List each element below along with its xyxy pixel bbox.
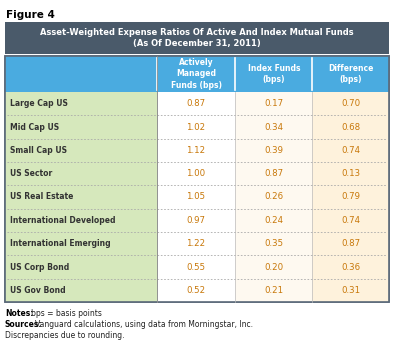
Text: 0.74: 0.74 <box>341 146 360 155</box>
Text: US Gov Bond: US Gov Bond <box>10 286 66 295</box>
Text: 0.97: 0.97 <box>186 216 206 225</box>
Bar <box>5 22 389 54</box>
Text: 1.05: 1.05 <box>186 193 206 202</box>
Bar <box>5 56 389 92</box>
Bar <box>312 162 389 185</box>
Bar <box>312 139 389 162</box>
Text: 0.17: 0.17 <box>264 99 283 108</box>
Text: Discrepancies due to rounding.: Discrepancies due to rounding. <box>5 331 125 340</box>
Text: International Emerging: International Emerging <box>10 239 111 248</box>
Text: 0.52: 0.52 <box>186 286 206 295</box>
Bar <box>235 185 312 209</box>
Bar <box>5 232 157 255</box>
Text: 0.87: 0.87 <box>186 99 206 108</box>
Text: 0.39: 0.39 <box>264 146 283 155</box>
Text: Sources:: Sources: <box>5 320 43 329</box>
Bar <box>5 255 157 279</box>
Text: 1.00: 1.00 <box>186 169 206 178</box>
Bar <box>5 56 389 302</box>
Bar <box>157 115 235 139</box>
Text: US Real Estate: US Real Estate <box>10 193 73 202</box>
Text: Mid Cap US: Mid Cap US <box>10 122 59 131</box>
Text: 0.21: 0.21 <box>264 286 283 295</box>
Bar <box>235 92 312 115</box>
Text: Figure 4: Figure 4 <box>6 10 55 20</box>
Text: 0.31: 0.31 <box>341 286 360 295</box>
Text: 0.79: 0.79 <box>341 193 360 202</box>
Bar <box>5 92 157 115</box>
Bar <box>157 232 235 255</box>
Text: 0.87: 0.87 <box>264 169 283 178</box>
Text: 0.74: 0.74 <box>341 216 360 225</box>
Bar <box>5 185 157 209</box>
Bar <box>157 255 235 279</box>
Text: 0.20: 0.20 <box>264 262 283 271</box>
Text: 0.68: 0.68 <box>341 122 360 131</box>
Bar <box>5 209 157 232</box>
Text: 1.12: 1.12 <box>186 146 206 155</box>
Text: 0.24: 0.24 <box>264 216 283 225</box>
Bar <box>235 232 312 255</box>
Text: 0.55: 0.55 <box>186 262 206 271</box>
Text: Notes:: Notes: <box>5 309 33 318</box>
Bar <box>5 115 157 139</box>
Text: Actively
Managed
Funds (bps): Actively Managed Funds (bps) <box>171 58 221 90</box>
Text: 0.35: 0.35 <box>264 239 283 248</box>
Bar <box>157 162 235 185</box>
Bar <box>5 279 157 302</box>
Bar <box>157 139 235 162</box>
Bar <box>235 279 312 302</box>
Bar <box>312 209 389 232</box>
Bar <box>5 56 389 302</box>
Bar <box>157 279 235 302</box>
Text: 0.26: 0.26 <box>264 193 283 202</box>
Bar <box>312 92 389 115</box>
Bar <box>235 115 312 139</box>
Bar <box>5 139 157 162</box>
Text: 0.13: 0.13 <box>341 169 360 178</box>
Text: 0.34: 0.34 <box>264 122 283 131</box>
Text: 0.87: 0.87 <box>341 239 360 248</box>
Bar <box>157 209 235 232</box>
Text: 1.22: 1.22 <box>186 239 206 248</box>
Bar <box>235 209 312 232</box>
Text: Index Funds
(bps): Index Funds (bps) <box>247 64 300 84</box>
Bar <box>312 279 389 302</box>
Bar <box>235 255 312 279</box>
Text: Difference
(bps): Difference (bps) <box>328 64 373 84</box>
Text: Small Cap US: Small Cap US <box>10 146 67 155</box>
Bar <box>157 185 235 209</box>
Text: US Sector: US Sector <box>10 169 52 178</box>
Bar <box>312 115 389 139</box>
Bar <box>157 92 235 115</box>
Bar <box>312 232 389 255</box>
Text: 1.02: 1.02 <box>186 122 206 131</box>
Text: Asset-Weighted Expense Ratios Of Active And Index Mutual Funds
(As Of December 3: Asset-Weighted Expense Ratios Of Active … <box>40 28 354 48</box>
Text: US Corp Bond: US Corp Bond <box>10 262 69 271</box>
Bar <box>312 185 389 209</box>
Bar <box>235 139 312 162</box>
Text: 0.36: 0.36 <box>341 262 360 271</box>
Text: International Developed: International Developed <box>10 216 115 225</box>
Text: Large Cap US: Large Cap US <box>10 99 68 108</box>
Text: bps = basis points: bps = basis points <box>31 309 102 318</box>
Bar <box>235 162 312 185</box>
Bar <box>5 162 157 185</box>
Text: 0.70: 0.70 <box>341 99 360 108</box>
Bar <box>312 255 389 279</box>
Text: Vanguard calculations, using data from Morningstar, Inc.: Vanguard calculations, using data from M… <box>35 320 253 329</box>
